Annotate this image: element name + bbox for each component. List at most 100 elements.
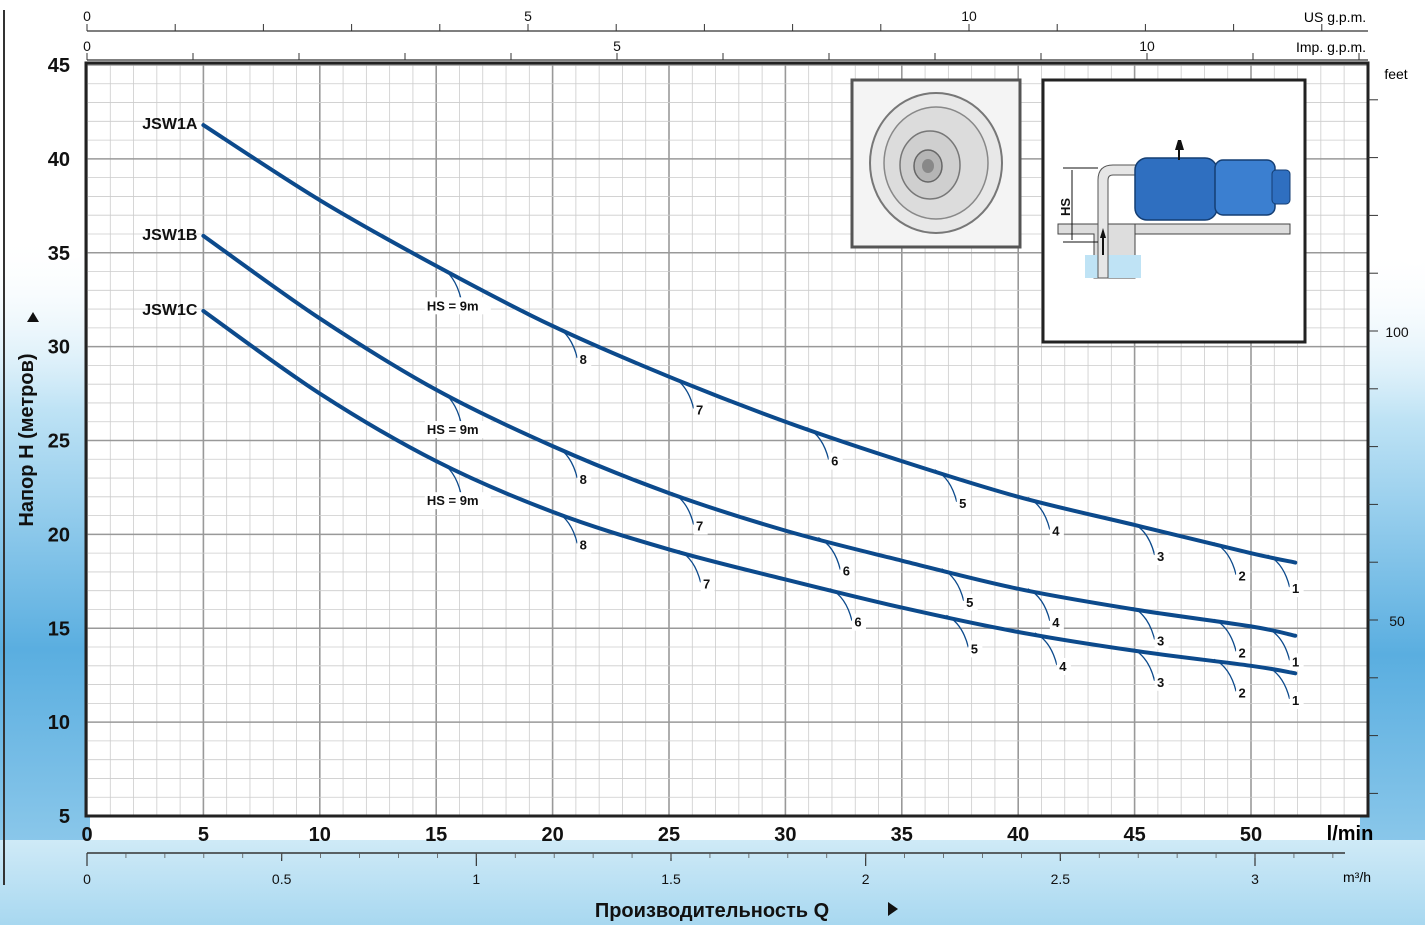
hs-label: 5 [966, 595, 973, 610]
hs-marker-tick [1213, 618, 1237, 652]
hs-label: 3 [1157, 549, 1164, 564]
us-gpm-tick-label: 10 [961, 8, 977, 24]
hs-label-bg [693, 401, 708, 419]
hs-label-bg [956, 494, 971, 512]
hs-label-bg [1289, 653, 1304, 671]
hs-label-bg [1049, 613, 1064, 631]
x-tick-label: 5 [198, 824, 209, 846]
m3h-tick-label: 1.5 [661, 871, 681, 887]
hs-marker-tick [1267, 666, 1291, 700]
hs-label-bg [1236, 567, 1251, 585]
hs-label: 4 [1052, 524, 1060, 539]
hs-label: 6 [831, 454, 838, 469]
hs-label: 1 [1292, 581, 1299, 596]
hs-label-bg [577, 536, 592, 554]
y-tick-label: 35 [48, 243, 70, 265]
m3h-tick-label: 1 [472, 871, 480, 887]
m3h-tick-label: 3 [1251, 871, 1259, 887]
hs-marker-tick [438, 460, 462, 494]
hs-marker-tick [946, 614, 969, 648]
hs-marker-tick [1213, 542, 1237, 575]
hs-marker-tick [554, 325, 578, 359]
plot-frame [84, 61, 1370, 818]
hs-label: 5 [971, 641, 978, 656]
feet-tick-label: 100 [1385, 324, 1409, 340]
hs-marker-tick [1027, 497, 1051, 530]
hs-label: 6 [843, 564, 850, 579]
x-tick-label: 45 [1123, 824, 1145, 846]
hs-label: 3 [1157, 675, 1164, 690]
hs-label: 7 [696, 402, 703, 417]
hs-label-bg [1289, 691, 1304, 709]
hs-marker-tick [829, 588, 853, 621]
hs-marker-tick [941, 568, 965, 601]
hs-marker-tick [671, 375, 695, 409]
hs-label: 4 [1052, 615, 1060, 630]
hs-label-bg [1236, 684, 1251, 702]
series-label: JSW1C [142, 302, 198, 319]
series-label: JSW1A [142, 116, 198, 133]
curve-jsw1b [201, 233, 1298, 638]
hs-marker-tick [1267, 627, 1291, 661]
hs-label-bg [1154, 632, 1169, 650]
hs-markers: HS = 9m 8 7 6 5 4 3 2 1 HS = 9m 8 7 6 5 4 3 2 1 HS = 9m 8 7 6… [424, 265, 1304, 709]
x-tick-label: 0 [81, 824, 92, 846]
hs-marker-tick [1132, 648, 1156, 681]
y-tick-label: 5 [59, 806, 70, 828]
x-axis-unit: l/min [1327, 823, 1374, 845]
y-axis-label: Напор Н (метров) [16, 353, 38, 526]
x-tick-label: 40 [1007, 824, 1029, 846]
hs-marker-tick [1267, 554, 1291, 588]
y-axis-ticks: 5 10 15 20 25 30 35 40 45 [48, 55, 70, 828]
hs-label-bg [424, 297, 491, 315]
hs-marker-tick [554, 445, 578, 479]
hs-marker-tick [678, 549, 702, 583]
x-tick-label: 25 [658, 824, 680, 846]
hs-label: 7 [703, 576, 710, 591]
x-tick-label: 20 [541, 824, 563, 846]
pump-icon [1134, 157, 1218, 221]
hs-label: HS = 9m [427, 493, 479, 508]
y-tick-label: 45 [48, 55, 70, 77]
y-tick-label: 15 [48, 618, 70, 640]
y-axis-arrow-icon [27, 312, 39, 322]
hs-label-bg [968, 640, 983, 658]
hs-label-bg [1289, 580, 1304, 598]
hs-label-bg [1236, 644, 1251, 662]
hs-label: HS = 9m [427, 298, 479, 313]
hs-label-bg [828, 452, 843, 470]
hs-marker-tick [554, 510, 578, 544]
hs-label-bg [1049, 522, 1064, 540]
curves: JSW1A JSW1B JSW1C [142, 116, 1298, 676]
x-axis-arrow-icon [888, 902, 898, 916]
hs-label: 4 [1059, 659, 1067, 674]
hs-label: 2 [1238, 645, 1245, 660]
hs-label: 1 [1292, 693, 1299, 708]
hs-diagram-label: HS [1058, 198, 1073, 216]
hs-label-bg [1154, 547, 1169, 565]
feet-axis-ticks: 50 100 [1368, 99, 1409, 794]
hs-label: 6 [854, 615, 861, 630]
hs-label-bg [577, 351, 592, 369]
y-tick-label: 20 [48, 524, 70, 546]
hs-label-bg [963, 593, 978, 611]
y-tick-label: 40 [48, 149, 70, 171]
m3h-tick-label: 2 [862, 871, 870, 887]
hs-label: 7 [696, 519, 703, 534]
impeller-inset [850, 78, 1022, 249]
m3h-axis-ticks: 0 0.5 1 1.5 2 2.5 3 [83, 852, 1345, 887]
m3h-tick-label: 0.5 [272, 871, 292, 887]
y-tick-label: 30 [48, 337, 70, 359]
hs-label: 2 [1238, 569, 1245, 584]
us-gpm-axis-ticks: 0 5 10 [83, 8, 1368, 32]
hs-marker-tick [1132, 606, 1156, 640]
imp-gpm-tick-label: 10 [1139, 38, 1155, 54]
x-tick-label: 10 [309, 824, 331, 846]
imp-gpm-axis-unit: Imp. g.p.m. [1296, 39, 1366, 55]
imp-gpm-tick-label: 0 [83, 38, 91, 54]
us-gpm-axis-unit: US g.p.m. [1304, 9, 1366, 25]
hs-marker-tick [818, 537, 841, 570]
hs-label-bg [700, 575, 715, 593]
